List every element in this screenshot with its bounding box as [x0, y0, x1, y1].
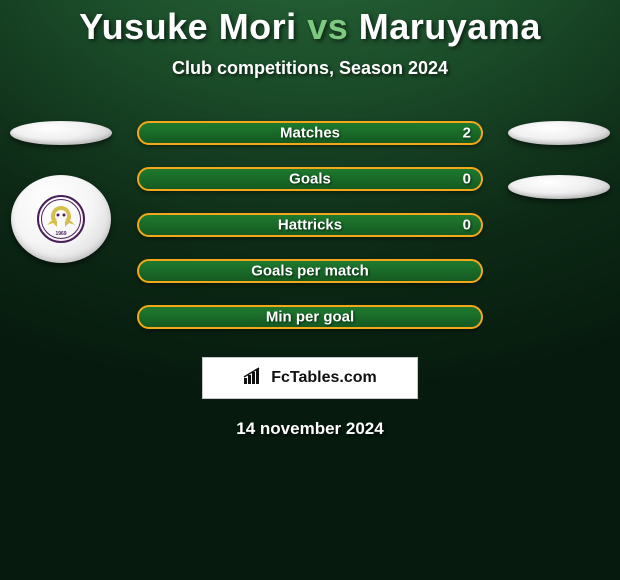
brand-text: FcTables.com	[271, 369, 377, 387]
stat-row-goals-per-match: Goals per match	[137, 259, 483, 283]
stats-list: Matches 2 Goals 0 Hattricks 0 Goals per …	[137, 121, 483, 329]
stat-hattricks-p2: 0	[463, 217, 471, 234]
stat-mpg-label: Min per goal	[266, 309, 354, 326]
content-container: Yusuke Mori vs Maruyama Club competition…	[0, 0, 620, 580]
player1-photo-placeholder	[10, 121, 112, 145]
stat-row-min-per-goal: Min per goal	[137, 305, 483, 329]
title-player1: Yusuke Mori	[79, 6, 297, 47]
svg-text:1969: 1969	[55, 231, 66, 237]
player2-photo-placeholder	[508, 121, 610, 145]
stat-row-hattricks: Hattricks 0	[137, 213, 483, 237]
subtitle: Club competitions, Season 2024	[0, 58, 620, 79]
brand-box: FcTables.com	[202, 357, 418, 399]
stat-row-goals: Goals 0	[137, 167, 483, 191]
player2-club-placeholder	[508, 175, 610, 199]
bar-chart-icon	[243, 367, 265, 390]
stat-goals-p2: 0	[463, 171, 471, 188]
stat-matches-p2: 2	[463, 125, 471, 142]
stat-hattricks-label: Hattricks	[278, 217, 342, 234]
page-title: Yusuke Mori vs Maruyama	[0, 6, 620, 48]
stat-matches-label: Matches	[280, 125, 340, 142]
comparison-layout: 1969 Matches 2 Goals 0 Hattricks	[0, 121, 620, 329]
stat-gpm-label: Goals per match	[251, 263, 369, 280]
title-player2: Maruyama	[359, 6, 541, 47]
stat-goals-label: Goals	[289, 171, 331, 188]
player1-side: 1969	[6, 121, 116, 263]
date-label: 14 november 2024	[0, 419, 620, 439]
title-vs: vs	[307, 6, 348, 47]
player1-club-badge: 1969	[11, 175, 111, 263]
stat-row-matches: Matches 2	[137, 121, 483, 145]
tokyo-verdy-crest-icon: 1969	[37, 195, 85, 243]
player2-side	[504, 121, 614, 199]
